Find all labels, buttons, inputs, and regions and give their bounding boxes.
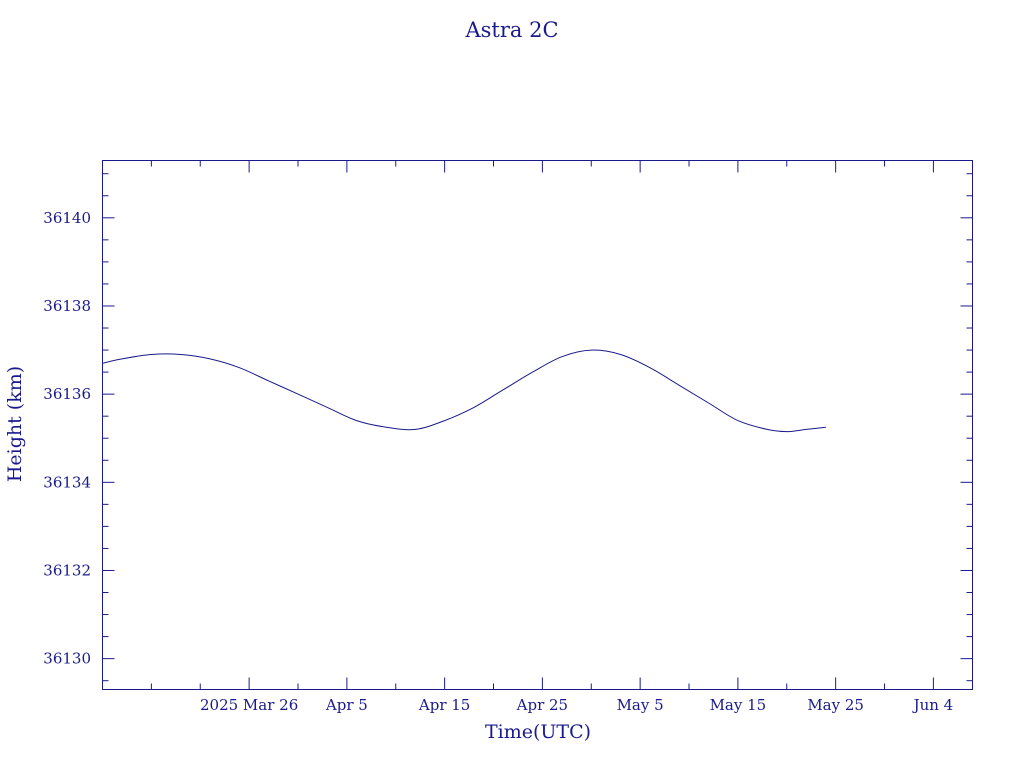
y-axis-label: Height (km) <box>4 366 26 482</box>
y-tick-label: 36134 <box>43 473 91 491</box>
x-axis-label: Time(UTC) <box>485 721 591 743</box>
y-tick-label: 36136 <box>43 385 91 403</box>
y-axis: 36130 36132 36134 36136 36138 36140 <box>43 173 973 682</box>
height-series-line <box>102 349 826 433</box>
x-tick-label: Jun 4 <box>912 696 954 714</box>
x-tick-label: May 15 <box>710 696 767 714</box>
y-tick-label: 36130 <box>43 650 91 668</box>
x-tick-label: May 5 <box>617 696 664 714</box>
x-tick-label: Apr 15 <box>418 696 470 714</box>
x-tick-label: 2025 Mar 26 <box>200 696 298 714</box>
x-axis: 2025 Mar 26 Apr 5 Apr 15 Apr 25 May 5 May 15 M… <box>150 160 954 714</box>
series-layer <box>102 349 826 433</box>
chart-title: Astra 2C <box>464 18 558 42</box>
x-tick-label: Apr 5 <box>325 696 368 714</box>
plot-frame <box>102 160 973 690</box>
x-tick-label: Apr 25 <box>516 696 568 714</box>
y-tick-label: 36132 <box>43 561 91 579</box>
y-tick-label: 36138 <box>43 297 91 315</box>
x-tick-label: May 25 <box>807 696 864 714</box>
y-tick-label: 36140 <box>43 209 91 227</box>
